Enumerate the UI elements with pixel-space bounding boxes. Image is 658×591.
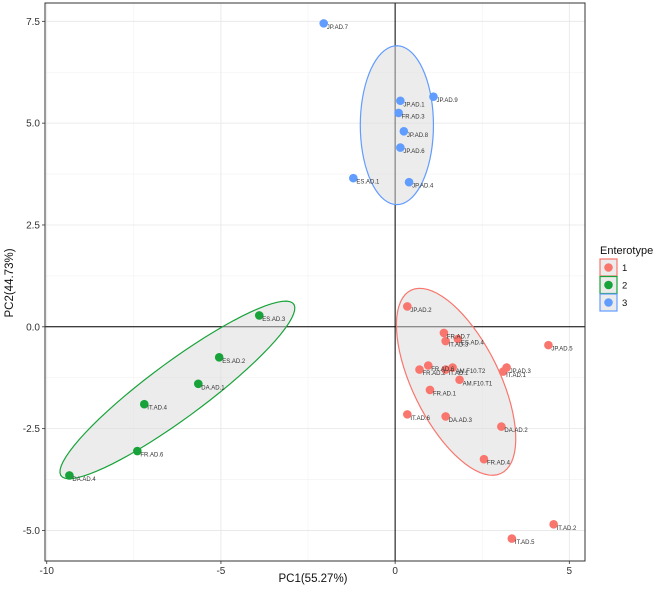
y-tick-label: 0.0 — [26, 322, 40, 333]
data-point-1 — [448, 363, 457, 372]
data-point-1 — [455, 375, 464, 385]
data-point-label: FR.AD.4 — [487, 461, 511, 467]
data-point-label: IT.AD.4 — [147, 406, 167, 412]
data-point-1 — [423, 361, 433, 370]
data-point-label: IT.AD.3 — [449, 343, 469, 349]
legend-swatch-3 — [604, 298, 613, 307]
y-axis-ticks: -5.0 -2.5 0.0 2.5 5.0 7.5 — [23, 17, 45, 537]
data-point-3 — [349, 173, 358, 183]
y-tick-label: 2.5 — [26, 220, 40, 231]
y-tick-label: 7.5 — [26, 17, 40, 28]
data-point-label: JP.AD.1 — [403, 102, 425, 108]
data-point-label: ES.AD.4 — [461, 341, 485, 347]
data-point-label: ES.AD.1 — [356, 180, 380, 186]
data-point-label: DA.AD.4 — [72, 477, 96, 483]
data-point-label: IT.AD.2 — [557, 526, 577, 532]
legend-label-3: 3 — [622, 298, 627, 309]
data-point-1 — [479, 454, 489, 464]
cluster-ellipse-2 — [59, 300, 296, 480]
data-point-label: FR.AD.3 — [402, 114, 426, 120]
data-point-1 — [441, 336, 450, 346]
legend-title: Enterotype — [600, 245, 653, 257]
x-axis-title: PC1(55.27%) — [278, 573, 347, 585]
cluster-ellipse-3 — [359, 45, 435, 206]
data-point-label: FR.AD.7 — [447, 334, 471, 340]
data-point-2 — [139, 399, 149, 409]
y-tick-label: -5.0 — [23, 526, 41, 537]
plot-panel — [45, 3, 585, 561]
data-point-1 — [439, 328, 449, 338]
data-point-1 — [403, 410, 412, 419]
data-point-label: JP.AD.6 — [403, 149, 425, 155]
x-tick-label: 0 — [392, 566, 398, 577]
data-point-label: IT.AD.1 — [506, 373, 526, 379]
data-point-label: FR.AD.2 — [423, 371, 447, 377]
data-point-label: JP.AD.5 — [551, 347, 573, 353]
data-point-1 — [507, 534, 517, 543]
data-point-2 — [254, 311, 264, 320]
data-point-1 — [415, 365, 424, 374]
data-point-2 — [65, 471, 74, 480]
data-point-2 — [214, 353, 224, 362]
data-point-1 — [549, 520, 558, 529]
x-axis-ticks: -10 -5 0 5 — [40, 561, 573, 577]
data-point-label: DA.AD.2 — [504, 428, 528, 434]
panel-frame — [44, 2, 586, 562]
data-point-label: JP.AD.7 — [327, 25, 349, 31]
data-point-1 — [403, 302, 412, 311]
legend-swatch-1 — [604, 263, 613, 272]
grid-minor — [45, 3, 585, 561]
data-point-label: JP.AD.9 — [436, 98, 458, 104]
data-point-1 — [498, 367, 508, 376]
x-tick-label: -5 — [216, 566, 225, 577]
data-point-label: JP.AD.4 — [412, 184, 434, 190]
panel-background — [45, 3, 585, 561]
data-point-label: JP.AD.8 — [407, 133, 429, 139]
data-point-1 — [425, 385, 435, 395]
data-point-3 — [319, 19, 329, 28]
data-point-2 — [133, 446, 142, 456]
data-point-label: IT.AD.1 — [449, 371, 469, 377]
y-tick-label: -2.5 — [23, 424, 41, 435]
data-point-1 — [441, 365, 450, 374]
data-point-1 — [544, 340, 553, 350]
data-point-label: ES.AD.3 — [262, 317, 286, 323]
data-point-label: FR.AD.6 — [140, 453, 164, 459]
x-tick-label: -10 — [40, 566, 55, 577]
data-point-label: AM.F10.T1 — [463, 381, 493, 387]
data-points — [65, 19, 558, 543]
data-point-label: AM.F10.T2 — [456, 369, 486, 375]
data-point-label: DA.AD.1 — [201, 385, 225, 391]
data-point-label: ES.AD.2 — [222, 359, 246, 365]
data-point-3 — [399, 126, 409, 136]
data-point-label: DA.AD.3 — [449, 418, 473, 424]
y-tick-label: 5.0 — [26, 119, 40, 130]
panel-border — [44, 2, 586, 562]
data-point-label: JP.AD.2 — [410, 308, 432, 314]
data-point-label: JP.AD.3 — [510, 369, 532, 375]
data-point-1 — [497, 422, 506, 431]
data-point-label: FR.AD.6 — [431, 367, 455, 373]
data-point-3 — [394, 108, 403, 118]
data-point-labels: JP.AD.2FR.AD.7IT.AD.3ES.AD.4FR.AD.2FR.AD… — [72, 25, 577, 546]
data-point-label: IT.AD.5 — [515, 540, 535, 546]
data-point-2 — [193, 379, 203, 389]
data-point-3 — [396, 96, 405, 106]
data-point-3 — [404, 177, 414, 187]
data-point-3 — [396, 143, 405, 152]
data-point-1 — [453, 334, 463, 344]
y-axis-title: PC2(44.73%) — [4, 248, 16, 317]
data-point-3 — [429, 92, 438, 101]
data-point-label: FR.AD.1 — [433, 391, 457, 397]
legend-swatch-2 — [604, 280, 613, 290]
legend: Enterotype 1 2 3 — [599, 245, 653, 312]
legend-label-2: 2 — [622, 281, 627, 292]
x-tick-label: 5 — [567, 566, 573, 577]
data-point-1 — [441, 412, 450, 421]
legend-label-1: 1 — [622, 263, 627, 274]
data-point-label: IT.AD.6 — [410, 416, 430, 422]
